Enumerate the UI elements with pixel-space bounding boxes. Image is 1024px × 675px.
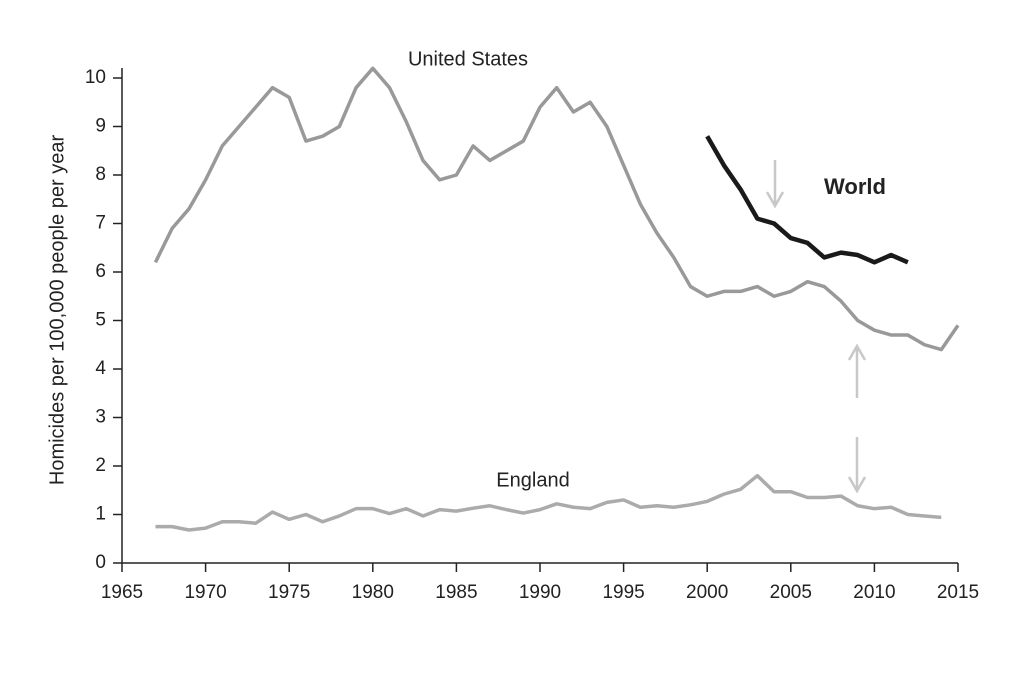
arrow bbox=[847, 437, 867, 494]
x-tick-label: 2000 bbox=[686, 582, 728, 603]
series-label: United States bbox=[408, 48, 528, 70]
x-tick-label: 2005 bbox=[770, 582, 812, 603]
series-label: World bbox=[824, 174, 886, 199]
annotation-arrows bbox=[765, 160, 867, 494]
y-tick-label: 7 bbox=[95, 213, 106, 234]
x-tick-label: 1975 bbox=[268, 582, 310, 603]
y-tick-label: 5 bbox=[95, 310, 106, 331]
y-tick-label: 6 bbox=[95, 261, 106, 282]
x-tick-label: 1985 bbox=[435, 582, 477, 603]
y-tick-label: 4 bbox=[95, 358, 106, 379]
x-tick-label: 1980 bbox=[352, 582, 394, 603]
y-tick-label: 0 bbox=[95, 552, 106, 573]
arrow bbox=[847, 343, 867, 398]
y-tick-label: 8 bbox=[95, 164, 106, 185]
x-tick-label: 1990 bbox=[519, 582, 561, 603]
arrow bbox=[765, 160, 785, 209]
y-tick-label: 2 bbox=[95, 455, 106, 476]
x-tick-label: 2015 bbox=[937, 582, 979, 603]
x-tick-label: 1965 bbox=[101, 582, 143, 603]
y-tick-label: 1 bbox=[95, 504, 106, 525]
series-line bbox=[155, 473, 942, 532]
x-tick-label: 1995 bbox=[602, 582, 644, 603]
x-tick-label: 1970 bbox=[184, 582, 226, 603]
x-tick-label: 2010 bbox=[853, 582, 895, 603]
y-tick-label: 3 bbox=[95, 407, 106, 428]
series-line bbox=[153, 66, 960, 352]
series-line bbox=[705, 135, 909, 265]
series-label: England bbox=[496, 469, 569, 491]
y-tick-label: 9 bbox=[95, 116, 106, 137]
y-axis-label: Homicides per 100,000 people per year bbox=[46, 135, 68, 486]
y-tick-label: 10 bbox=[85, 67, 106, 88]
